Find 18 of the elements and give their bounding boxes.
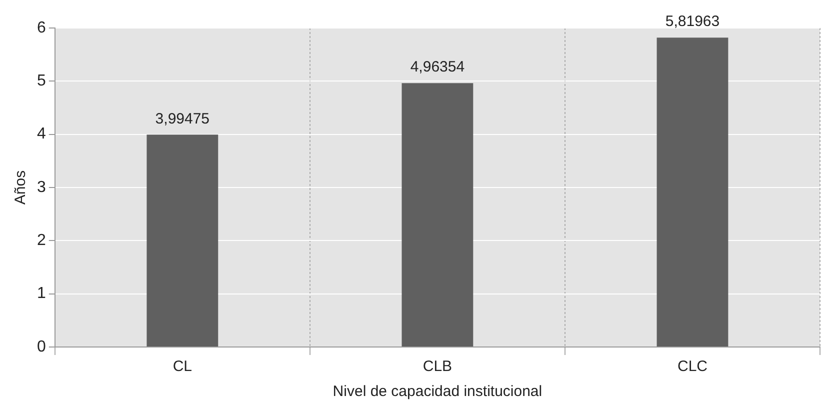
y-axis-title: Años — [12, 170, 30, 205]
bar — [656, 38, 728, 346]
bar — [402, 83, 474, 346]
data-label: 4,96354 — [410, 58, 465, 76]
y-tick-label: 6 — [36, 19, 46, 36]
y-tick-label: 2 — [36, 232, 46, 250]
y-tick-label: 5 — [36, 72, 46, 90]
x-tick-label: CL — [172, 358, 192, 376]
bar — [146, 134, 218, 346]
x-tick-label: CLB — [422, 358, 452, 376]
y-tick-label: 3 — [36, 178, 46, 196]
x-tick-label: CLC — [677, 358, 708, 376]
x-axis-title: Nivel de capacidad institucional — [332, 383, 542, 400]
y-tick-label: 4 — [36, 126, 46, 143]
data-label: 5,81963 — [665, 13, 720, 30]
y-tick-label: 1 — [36, 285, 46, 302]
data-label: 3,99475 — [155, 110, 210, 128]
y-tick-label: 0 — [36, 338, 46, 356]
